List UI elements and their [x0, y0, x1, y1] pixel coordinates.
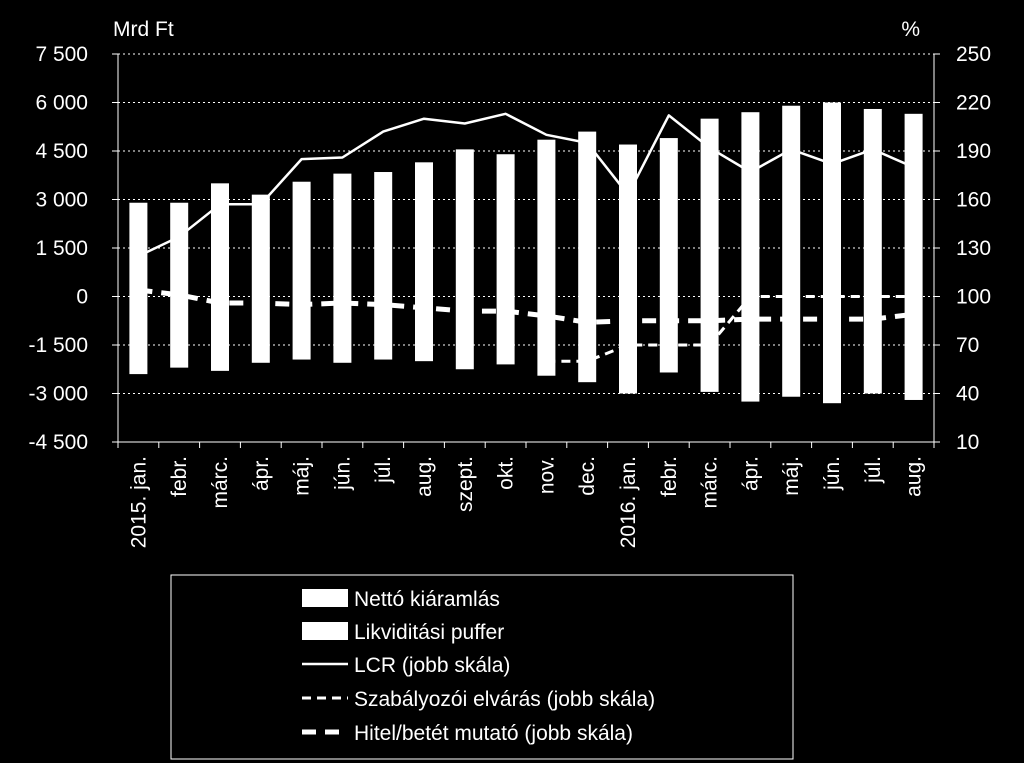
- legend-label: Szabályozói elvárás (jobb skála): [354, 688, 655, 711]
- bar-netto-kiaramlas: [863, 296, 882, 394]
- left-tick-label: -1 500: [28, 334, 88, 357]
- right-tick-label: 100: [956, 286, 991, 309]
- bar-netto-kiaramlas: [170, 296, 189, 368]
- right-tick-label: 190: [956, 140, 991, 163]
- legend-swatch: [302, 589, 348, 607]
- right-tick-label: 130: [956, 237, 991, 260]
- x-axis-labels: 2015. jan. febr. márc. ápr. máj. jún. júl. aug.…: [127, 456, 925, 548]
- gridlines: [118, 53, 934, 443]
- x-tick-label: júl.: [862, 456, 885, 484]
- x-tick-label: febr.: [658, 456, 681, 497]
- bar-netto-kiaramlas: [782, 296, 801, 397]
- bar-netto-kiaramlas: [823, 296, 841, 404]
- bar-netto-kiaramlas: [333, 296, 352, 363]
- legend-label: Likviditási puffer: [354, 621, 504, 644]
- x-tick-label: 2016. jan.: [617, 456, 640, 548]
- bar-likviditasi-puffer: [578, 131, 597, 297]
- legend-label: Nettó kiáramlás: [354, 588, 500, 611]
- bar-likviditasi-puffer: [904, 113, 923, 297]
- bar-likviditasi-puffer: [619, 144, 637, 297]
- lines: [137, 112, 915, 363]
- bar-likviditasi-puffer: [496, 154, 515, 297]
- line-series-dashed: [546, 295, 914, 363]
- bar-likviditasi-puffer: [170, 202, 189, 297]
- x-tick-label: máj.: [780, 456, 803, 496]
- x-tick-label: jún.: [821, 456, 844, 491]
- bar-netto-kiaramlas: [251, 296, 270, 363]
- x-tick-label: jún.: [331, 456, 354, 491]
- bar-likviditasi-puffer: [537, 139, 556, 297]
- x-tick-label: márc.: [209, 456, 232, 509]
- bar-likviditasi-puffer: [455, 149, 474, 297]
- x-tick-label: máj.: [291, 456, 314, 496]
- line-series-solid: [137, 112, 915, 258]
- bar-likviditasi-puffer: [863, 108, 882, 297]
- right-tick-label: 220: [956, 92, 991, 115]
- left-tick-label: -4 500: [28, 431, 88, 454]
- x-tick-label: nov.: [535, 456, 558, 494]
- bar-likviditasi-puffer: [415, 162, 433, 297]
- bar-netto-kiaramlas: [415, 296, 433, 362]
- left-tick-label: 7 500: [35, 43, 88, 66]
- bar-likviditasi-puffer: [292, 181, 311, 297]
- x-tick-label: júl.: [372, 456, 395, 484]
- bar-likviditasi-puffer: [700, 118, 719, 297]
- left-axis-unit: Mrd Ft: [113, 18, 174, 41]
- x-tick-label: márc.: [699, 456, 722, 509]
- right-tick-label: 10: [956, 431, 979, 454]
- x-tick-label: ápr.: [250, 456, 273, 491]
- legend: Nettó kiáramlás Likviditási puffer LCR (jo…: [170, 574, 794, 760]
- bar-likviditasi-puffer: [741, 112, 760, 297]
- legend-label: LCR (jobb skála): [354, 654, 510, 677]
- x-tick-label: febr.: [168, 456, 191, 497]
- left-tick-label: 1 500: [35, 237, 88, 260]
- bar-likviditasi-puffer: [333, 173, 352, 297]
- right-tick-label: 250: [956, 43, 991, 66]
- right-axis-ticks: 250 220 190 160 130 100 70 40 10: [956, 43, 991, 454]
- left-tick-label: 6 000: [35, 92, 88, 115]
- bar-likviditasi-puffer: [659, 138, 678, 297]
- x-tick-label: dec.: [576, 456, 599, 496]
- right-tick-label: 40: [956, 383, 979, 406]
- x-tick-label: ápr.: [739, 456, 762, 491]
- x-tick-label: 2015. jan.: [127, 456, 150, 548]
- bar-likviditasi-puffer: [211, 183, 229, 297]
- left-axis-ticks: 7 500 6 000 4 500 3 000 1 500 0 -1 500 -3 000 -4…: [28, 43, 88, 454]
- right-tick-label: 160: [956, 189, 991, 212]
- legend-swatch: [302, 622, 348, 640]
- bar-likviditasi-puffer: [129, 202, 148, 297]
- bar-likviditasi-puffer: [374, 172, 393, 297]
- bar-netto-kiaramlas: [904, 296, 923, 400]
- bar-netto-kiaramlas: [211, 296, 229, 371]
- bar-likviditasi-puffer: [782, 105, 801, 297]
- left-tick-label: 4 500: [35, 140, 88, 163]
- right-tick-label: 70: [956, 334, 979, 357]
- bar-netto-kiaramlas: [537, 296, 556, 376]
- bar-likviditasi-puffer: [251, 194, 270, 297]
- bar-netto-kiaramlas: [292, 296, 311, 360]
- bar-netto-kiaramlas: [496, 296, 515, 365]
- bar-netto-kiaramlas: [374, 296, 393, 360]
- x-tick-label: szept.: [454, 456, 477, 512]
- right-axis-unit: %: [901, 18, 920, 41]
- x-tick-label: aug.: [413, 456, 436, 497]
- bar-netto-kiaramlas: [129, 296, 148, 375]
- legend-label: Hitel/betét mutató (jobb skála): [354, 722, 633, 745]
- line-series-thick-dashed: [138, 287, 914, 325]
- legend-box: [170, 574, 794, 760]
- bar-likviditasi-puffer: [823, 102, 841, 297]
- bar-netto-kiaramlas: [578, 296, 597, 383]
- x-tick-label: aug.: [903, 456, 926, 497]
- left-tick-label: -3 000: [28, 383, 88, 406]
- bar-netto-kiaramlas: [741, 296, 760, 402]
- bars: [129, 102, 923, 404]
- bar-netto-kiaramlas: [455, 296, 474, 370]
- left-tick-label: 3 000: [35, 189, 88, 212]
- bar-netto-kiaramlas: [659, 296, 678, 373]
- left-tick-label: 0: [76, 286, 88, 309]
- axes: [112, 53, 940, 448]
- x-tick-label: okt.: [495, 456, 518, 490]
